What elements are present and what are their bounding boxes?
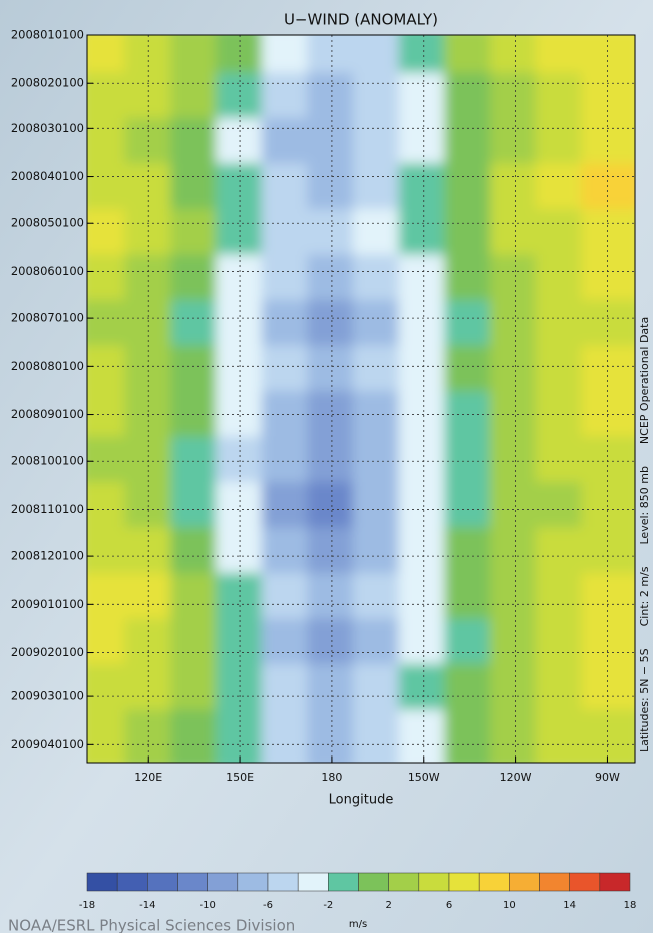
colorbar-box [540,873,570,891]
chart: U−WIND (ANOMALY) 120E 150E 180 150W 120W 90W 2… [0,0,653,933]
annotation-latitudes: Latitudes: 5N − 5S [638,648,651,752]
credit: NOAA/ESRL Physical Sciences Division [8,917,295,933]
y-tick-label: 2008060100 [11,264,84,278]
colorbar-box [298,873,328,891]
y-tick-label: 2008050100 [11,216,84,230]
annotation-source: NCEP Operational Data [638,317,651,444]
y-tick-label: 2008010100 [11,28,84,42]
colorbar-box [147,873,177,891]
y-tick-label: 2009010100 [11,597,84,611]
y-tick-label: 2009030100 [11,689,84,703]
colorbar-box [117,873,147,891]
y-tick-label: 2008090100 [11,407,84,421]
field [79,27,643,771]
annotation-cint: Cint: 2 m/s [638,566,651,626]
y-tick-label: 2008040100 [11,169,84,183]
colorbar-box [600,873,630,891]
colorbar-tick-label: -6 [263,900,273,911]
colorbar-box [178,873,208,891]
colorbar-box [238,873,268,891]
colorbar-tick-label: -2 [323,900,333,911]
field-cells [79,27,643,771]
field-cell [581,710,643,772]
colorbar-box [419,873,449,891]
colorbar-tick-label: 10 [503,900,516,911]
x-tick-label: 180 [321,771,342,784]
x-tick-label: 150E [226,771,254,784]
colorbar-box [359,873,389,891]
chart-title: U−WIND (ANOMALY) [284,11,438,29]
colorbar-tick-label: 14 [563,900,576,911]
colorbar-tick-label: 2 [385,900,391,911]
colorbar-tick-label: 18 [624,900,637,911]
colorbar-tick-label: -18 [79,900,95,911]
colorbar-box [570,873,600,891]
y-tick-label: 2008070100 [11,311,84,325]
colorbar-box [268,873,298,891]
x-tick-label: 90W [595,771,620,784]
colorbar-box [328,873,358,891]
x-tick-label: 120E [134,771,162,784]
colorbar-tick-label: -10 [199,900,215,911]
x-tick-label: 120W [500,771,532,784]
y-tick-label: 2008020100 [11,76,84,90]
y-tick-label: 2008120100 [11,549,84,563]
colorbar-tick-label: -14 [139,900,155,911]
colorbar-tick-label: 6 [446,900,452,911]
annotation-level: Level: 850 mb [638,466,651,544]
colorbar-box [449,873,479,891]
colorbar-box [389,873,419,891]
colorbar-box [208,873,238,891]
annotation: Latitudes: 5N − 5S Cint: 2 m/s Level: 850 … [638,317,651,752]
y-tick-label: 2009020100 [11,645,84,659]
colorbar-box [509,873,539,891]
colorbar-box [479,873,509,891]
colorbar-label: m/s [349,919,367,930]
colorbar-box [87,873,117,891]
x-tick-label: 150W [408,771,440,784]
y-tick-label: 2009040100 [11,737,84,751]
y-tick-label: 2008110100 [11,502,84,516]
y-tick-label: 2008100100 [11,454,84,468]
y-tick-label: 2008080100 [11,359,84,373]
x-axis-label: Longitude [329,793,394,808]
y-tick-label: 2008030100 [11,121,84,135]
